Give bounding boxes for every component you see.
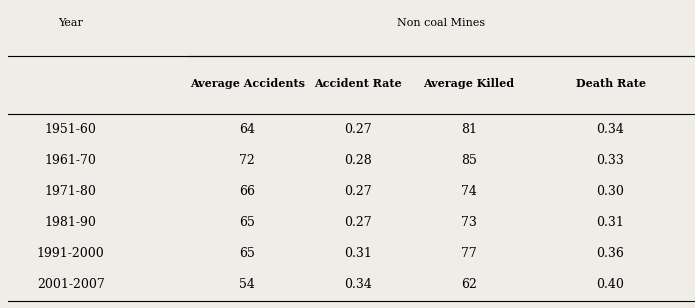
Text: 0.27: 0.27 [344,123,372,136]
Text: 0.28: 0.28 [344,154,372,167]
Text: Year: Year [58,18,83,28]
Text: 73: 73 [461,217,477,229]
Text: 0.30: 0.30 [596,185,625,198]
Text: 72: 72 [239,154,255,167]
Text: 1951-60: 1951-60 [44,123,97,136]
Text: 65: 65 [239,217,255,229]
Text: 65: 65 [239,247,255,261]
Text: 0.31: 0.31 [344,247,372,261]
Text: 0.27: 0.27 [344,217,372,229]
Text: 1981-90: 1981-90 [44,217,97,229]
Text: 66: 66 [239,185,255,198]
Text: Average Accidents: Average Accidents [190,78,304,89]
Text: 62: 62 [461,278,477,291]
Text: 0.40: 0.40 [596,278,625,291]
Text: 2001-2007: 2001-2007 [37,278,104,291]
Text: 1991-2000: 1991-2000 [37,247,104,261]
Text: 1961-70: 1961-70 [44,154,97,167]
Text: 0.31: 0.31 [596,217,625,229]
Text: Average Killed: Average Killed [423,78,514,89]
Text: Death Rate: Death Rate [575,78,646,89]
Text: 54: 54 [239,278,255,291]
Text: 77: 77 [461,247,477,261]
Text: Non coal Mines: Non coal Mines [397,18,485,28]
Text: 0.34: 0.34 [596,123,625,136]
Text: 1971-80: 1971-80 [44,185,97,198]
Text: 0.27: 0.27 [344,185,372,198]
Text: 85: 85 [461,154,477,167]
Text: 0.34: 0.34 [344,278,372,291]
Text: 74: 74 [461,185,477,198]
Text: 81: 81 [461,123,477,136]
Text: 0.36: 0.36 [596,247,625,261]
Text: 0.33: 0.33 [596,154,625,167]
Text: 64: 64 [239,123,255,136]
Text: Accident Rate: Accident Rate [314,78,402,89]
